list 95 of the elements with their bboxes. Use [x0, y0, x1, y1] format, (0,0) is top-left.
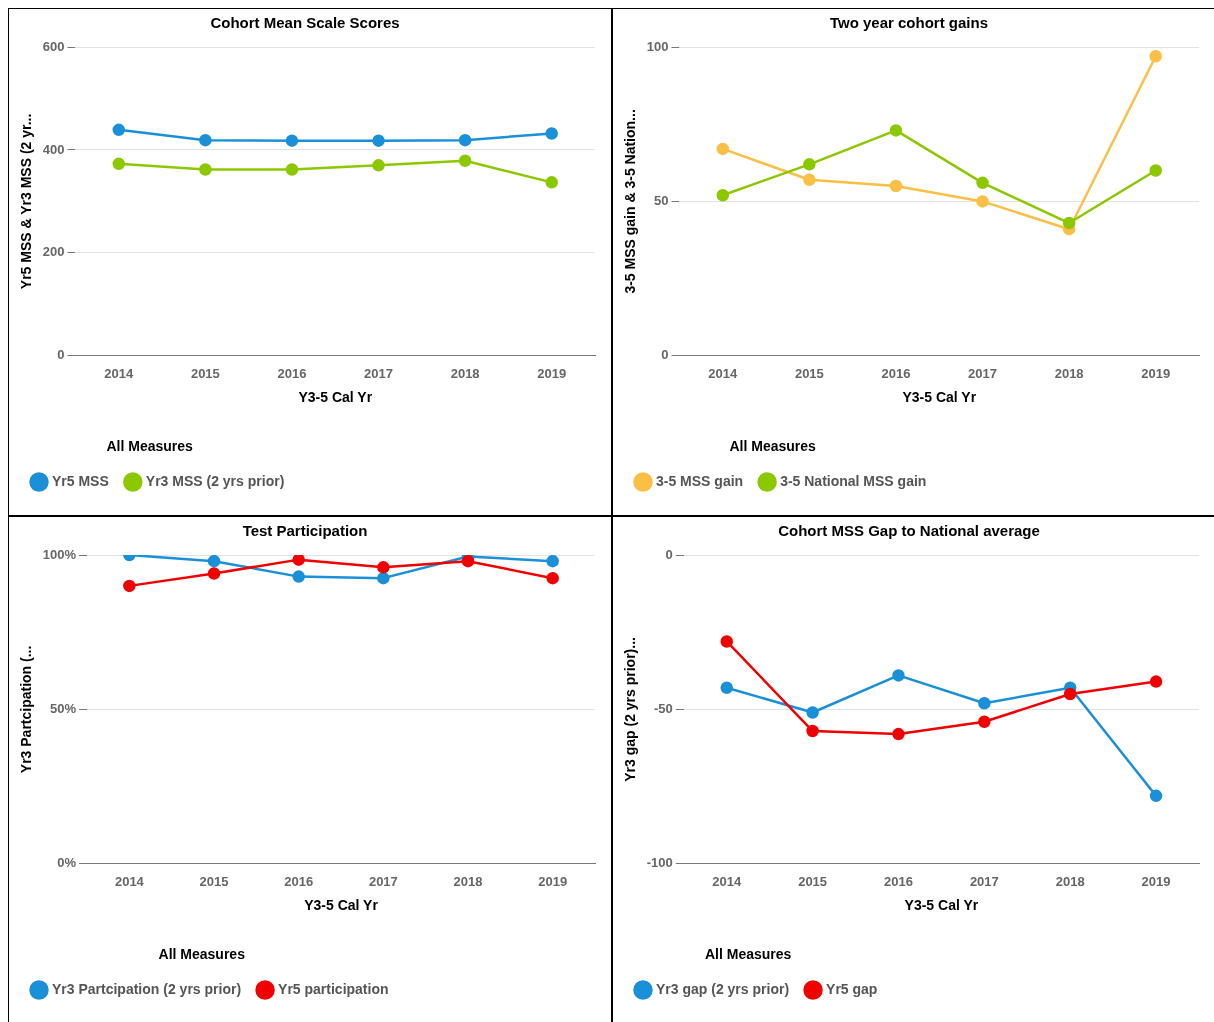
- x-tick-label: 2017: [968, 366, 997, 382]
- point: [892, 727, 905, 741]
- legend-label: Yr3 MSS (2 yrs prior): [145, 472, 285, 489]
- y-tick-label: -100: [646, 855, 673, 871]
- point: [803, 158, 816, 171]
- x-tick-label: 2014: [712, 874, 742, 890]
- x-tick-label: 2017: [969, 874, 999, 890]
- x-tick-label: 2017: [364, 366, 393, 382]
- point: [199, 133, 212, 147]
- point: [285, 134, 299, 147]
- x-tick-label: 2015: [199, 874, 229, 890]
- x-tick-label: 2014: [104, 366, 135, 382]
- legend-label: 3-5 MSS gain: [656, 472, 744, 489]
- x-tick-label: 2014: [114, 874, 145, 890]
- x-axis-title: Y3-5 Cal Yr: [904, 896, 979, 913]
- x-tick-label: 2016: [884, 874, 913, 890]
- y-axis-title: Yr3 Partcipation (...: [18, 645, 35, 774]
- legend-title: All Measures: [705, 946, 792, 963]
- y-tick-label: 100: [646, 38, 669, 54]
- point: [976, 176, 989, 190]
- x-tick-label: 2018: [453, 874, 483, 890]
- x-axis-title: Y3-5 Cal Yr: [298, 388, 373, 405]
- point: [199, 163, 212, 176]
- point: [1149, 164, 1162, 177]
- point: [372, 159, 385, 172]
- chart-title: Cohort Mean Scale Scores: [210, 14, 400, 32]
- point: [720, 635, 733, 648]
- y-tick-label: 200: [42, 244, 65, 260]
- y-tick-label: 0: [661, 347, 669, 363]
- x-tick-label: 2017: [368, 874, 398, 890]
- legend-label: Yr3 Partcipation (2 yrs prior): [52, 980, 242, 997]
- x-tick-label: 2019: [1141, 366, 1171, 382]
- point: [889, 124, 903, 137]
- point: [545, 176, 558, 189]
- legend-title: All Measures: [158, 946, 246, 963]
- point: [112, 123, 126, 137]
- y-axis-title: Yr5 MSS & Yr3 MSS (2 yr...: [18, 113, 35, 290]
- point: [1062, 216, 1076, 230]
- y-tick-label: 0: [665, 546, 673, 562]
- point: [458, 154, 472, 167]
- point: [806, 706, 819, 719]
- point: [803, 173, 816, 187]
- legend-label: 3-5 National MSS gain: [780, 472, 927, 489]
- legend-label: Yr5 participation: [278, 980, 389, 997]
- x-tick-label: 2019: [538, 874, 568, 890]
- point: [545, 127, 558, 140]
- point: [1149, 50, 1162, 63]
- point: [1063, 687, 1077, 701]
- x-tick-label: 2019: [537, 366, 567, 382]
- point: [716, 142, 730, 156]
- x-tick-label: 2015: [794, 366, 824, 382]
- point: [806, 724, 819, 738]
- x-axis-title: Y3-5 Cal Yr: [304, 896, 379, 913]
- x-tick-label: 2016: [881, 366, 911, 382]
- legend-title: All Measures: [729, 438, 817, 455]
- x-tick-label: 2016: [277, 366, 307, 382]
- x-tick-label: 2018: [1054, 366, 1084, 382]
- y-tick-label: 0: [57, 347, 65, 363]
- y-tick-label: 400: [42, 141, 65, 157]
- y-tick-label: 100%: [42, 546, 77, 562]
- point: [1149, 675, 1163, 688]
- y-tick-label: -50: [654, 700, 673, 716]
- point: [892, 669, 905, 682]
- chart-title: Test Participation: [242, 522, 368, 540]
- x-tick-label: 2019: [1141, 874, 1171, 890]
- point: [978, 715, 991, 728]
- y-tick-label: 50: [654, 192, 669, 208]
- legend-title: All Measures: [106, 438, 194, 455]
- x-tick-label: 2015: [798, 874, 828, 890]
- point: [889, 179, 903, 193]
- y-axis-title: 3-5 MSS gain & 3-5 Nation...: [622, 109, 639, 294]
- point: [458, 133, 472, 147]
- x-axis-title: Y3-5 Cal Yr: [902, 388, 977, 405]
- x-tick-label: 2018: [450, 366, 480, 382]
- legend-label: Yr5 gap: [826, 980, 878, 997]
- point: [716, 188, 730, 202]
- point: [285, 163, 299, 176]
- y-axis-title: Yr3 gap (2 yrs prior)...: [622, 637, 639, 782]
- point: [976, 195, 989, 208]
- y-tick-label: 50%: [50, 700, 77, 716]
- legend-label: Yr3 gap (2 yrs prior): [656, 980, 790, 997]
- x-tick-label: 2015: [190, 366, 220, 382]
- x-tick-label: 2016: [284, 874, 314, 890]
- chart-title: Cohort MSS Gap to National average: [778, 522, 1040, 540]
- x-tick-label: 2014: [708, 366, 739, 382]
- point: [112, 157, 126, 171]
- point: [978, 696, 991, 710]
- x-tick-label: 2018: [1055, 874, 1085, 890]
- chart-title: Two year cohort gains: [829, 14, 989, 32]
- point: [372, 134, 385, 147]
- y-tick-label: 600: [42, 38, 65, 54]
- point: [1149, 789, 1163, 803]
- y-tick-label: 0%: [57, 855, 77, 871]
- point: [720, 681, 733, 695]
- legend-label: Yr5 MSS: [52, 472, 109, 489]
